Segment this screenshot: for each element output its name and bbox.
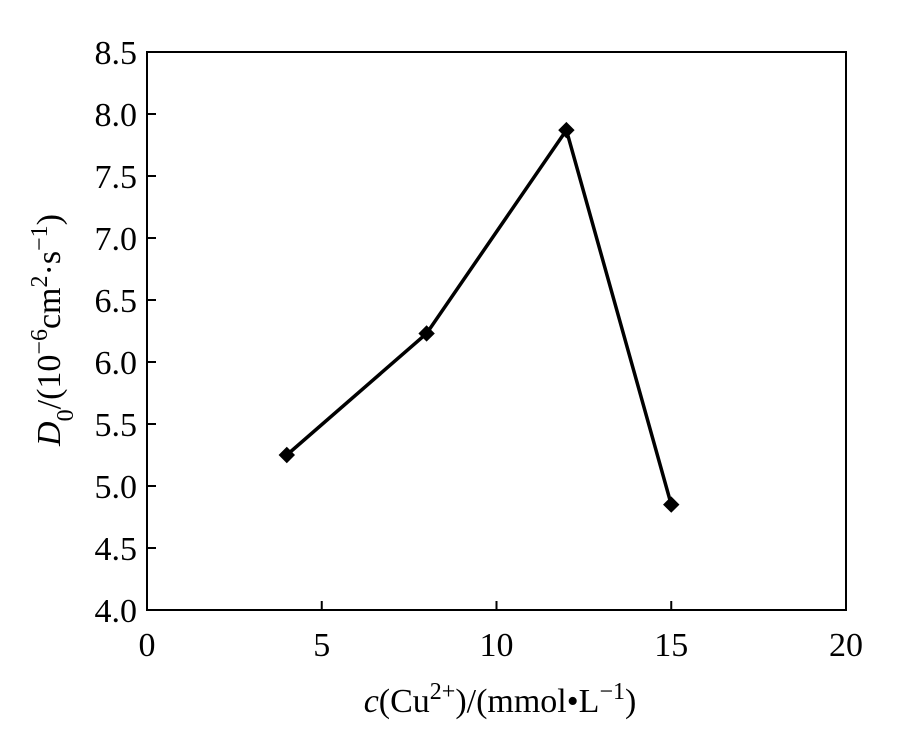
plot-area [146,51,847,611]
y-axis-title-close: ) [31,214,68,225]
y-axis-title-sup3: −1 [27,225,53,251]
y-tick-label: 6.0 [95,345,138,382]
x-tick-label: 0 [139,627,156,664]
y-axis: 4.0 4.5 5.0 5.5 6.0 6.5 7.0 7.5 8.0 8.5 [95,35,156,630]
y-axis-title-sup2: 2 [27,276,53,288]
y-tick-label: 7.5 [95,159,138,196]
y-axis-title-sup1: −6 [27,329,53,355]
x-axis-title-close: ) [625,683,636,720]
x-tick-label: 10 [480,627,514,664]
x-axis-title-sup1: 2+ [430,679,456,705]
y-axis-title-mid2: ·s [31,251,68,276]
x-axis: 0 5 10 15 20 [139,601,863,664]
y-tick-label: 8.0 [95,97,138,134]
plot-frame [146,51,847,611]
y-tick-label: 6.5 [95,283,138,320]
y-axis-title-var: D [31,421,68,447]
x-axis-title-mid: )/(mmol•L [455,683,599,720]
data-point [418,325,435,342]
x-tick-label: 5 [313,627,330,664]
x-tick-label: 20 [829,627,863,664]
y-tick-label: 4.0 [95,593,138,630]
y-tick-label: 8.5 [95,35,138,72]
y-axis-title: D0/(10−6cm2·s−1) [27,214,79,447]
data-point [558,121,575,139]
y-axis-title-sub: 0 [53,409,79,421]
y-tick-label: 5.0 [95,469,138,506]
series-line [285,126,673,506]
x-axis-title-open: (Cu [379,683,430,720]
data-point [278,446,296,464]
y-tick-label: 4.5 [95,531,138,568]
y-axis-title-open: /(10 [31,355,68,410]
x-axis-title-sup2: −1 [599,679,625,705]
data-point [663,496,680,513]
y-tick-label: 5.5 [95,407,138,444]
y-axis-title-mid1: cm [31,288,68,330]
x-axis-title: c(Cu2+)/(mmol•L−1) [364,679,637,720]
x-tick-label: 15 [654,627,688,664]
y-tick-label: 7.0 [95,221,138,258]
series-layer [278,121,680,513]
x-axis-title-var: c [364,683,379,720]
